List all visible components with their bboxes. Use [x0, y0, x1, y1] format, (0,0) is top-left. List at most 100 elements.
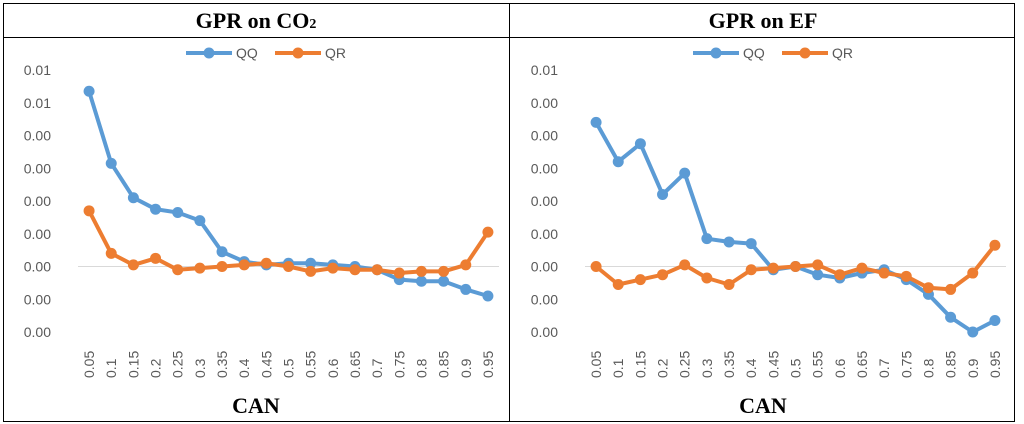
- x-tick-label: 0.3: [192, 358, 208, 378]
- data-point-qr: [612, 279, 624, 291]
- x-tick-label: 0.4: [236, 358, 252, 378]
- y-tick-label: 0.00: [24, 324, 51, 340]
- y-tick-label: 0.01: [531, 62, 558, 78]
- data-point-qq: [945, 311, 957, 323]
- x-tick-label: 0.65: [347, 351, 363, 378]
- x-tick-label: 0.8: [920, 358, 936, 378]
- data-point-qq: [590, 116, 602, 128]
- chart-co2: 0.01 0.01 0.00 0.00 0.00 0.00 0.00 0.00 0.00 0.05…: [24, 45, 499, 378]
- data-point-qq: [460, 283, 472, 295]
- data-point-qr: [767, 262, 779, 274]
- data-point-qr: [127, 259, 139, 271]
- y-tick-label: 0.00: [531, 95, 558, 111]
- x-tick-label: 0.25: [170, 351, 186, 378]
- data-point-qr: [238, 259, 250, 271]
- x-tick-label: 0.25: [677, 351, 693, 378]
- panel-title-co2: GPR on CO2: [195, 8, 317, 33]
- x-axis-title-co2: CAN: [232, 393, 280, 418]
- data-point-qq: [482, 290, 494, 302]
- data-point-qr: [634, 274, 646, 286]
- data-point-qq: [745, 238, 757, 250]
- data-point-qr: [305, 265, 317, 277]
- x-tick-label: 0.75: [391, 351, 407, 378]
- data-point-qr: [150, 252, 162, 264]
- x-tick-label: 0.95: [480, 351, 496, 378]
- y-tick-label: 0.00: [24, 259, 51, 275]
- y-tick-label: 0.00: [24, 226, 51, 242]
- x-tick-label: 0.6: [832, 358, 848, 378]
- data-point-qq: [194, 215, 206, 227]
- data-point-qr: [105, 247, 117, 259]
- data-point-qq: [634, 138, 646, 150]
- chart-ef: 0.01 0.00 0.00 0.00 0.00 0.00 0.00 0.00 0.00 0.05…: [531, 45, 1006, 378]
- x-tick-label: 0.65: [854, 351, 870, 378]
- data-point-qr: [745, 264, 757, 276]
- data-point-qr: [482, 226, 494, 238]
- data-point-qr: [878, 267, 890, 279]
- legend-marker-qq: [710, 47, 722, 59]
- data-point-qr: [723, 279, 735, 291]
- legend-marker-qr: [799, 47, 811, 59]
- x-tick-label: 0.2: [148, 358, 164, 378]
- data-point-qr: [856, 262, 868, 274]
- data-point-qr: [967, 267, 979, 279]
- x-tick-label: 0.1: [103, 358, 119, 378]
- x-tick-label: 0.95: [987, 351, 1003, 378]
- x-tick-label: 0.15: [632, 351, 648, 378]
- x-tick-label: 0.6: [325, 358, 341, 378]
- data-point-qr: [701, 272, 713, 284]
- y-tick-label: 0.00: [531, 259, 558, 275]
- x-tick-label: 0.3: [699, 358, 715, 378]
- y-tick-label: 0.00: [531, 291, 558, 307]
- x-tick-label: 0.55: [810, 351, 826, 378]
- data-point-qq: [438, 275, 450, 287]
- data-point-qq: [150, 203, 162, 215]
- data-point-qq: [105, 157, 117, 169]
- data-point-qr: [945, 283, 957, 295]
- y-tick-label: 0.00: [531, 160, 558, 176]
- data-point-qq: [612, 156, 624, 168]
- x-tick-label: 0.45: [765, 351, 781, 378]
- x-axis-title-ef: CAN: [739, 393, 787, 418]
- data-point-qr: [216, 261, 228, 272]
- data-point-qr: [349, 264, 361, 276]
- data-point-qq: [216, 246, 228, 258]
- data-point-qr: [460, 259, 472, 271]
- data-point-qq: [657, 188, 669, 200]
- x-tick-label: 0.05: [588, 351, 604, 378]
- data-point-qr: [415, 265, 427, 277]
- data-point-qr: [438, 265, 450, 277]
- y-tick-label: 0.01: [24, 62, 51, 78]
- x-tick-label: 0.15: [125, 351, 141, 378]
- data-point-qr: [83, 205, 95, 217]
- panel-divider: [509, 3, 510, 422]
- x-tick-label: 0.75: [898, 351, 914, 378]
- legend-label-qq: QQ: [743, 45, 765, 61]
- y-tick-label: 0.00: [24, 291, 51, 307]
- x-tick-label: 0.7: [876, 358, 892, 378]
- x-tick-label: 0.2: [655, 358, 671, 378]
- data-point-qq: [989, 315, 1001, 327]
- data-point-qq: [127, 192, 139, 204]
- data-point-qr: [283, 261, 294, 272]
- y-tick-label: 0.00: [531, 128, 558, 144]
- data-point-qq: [305, 257, 317, 269]
- data-point-qq: [723, 236, 735, 248]
- x-tick-label: 0.1: [610, 358, 626, 378]
- data-point-qr: [393, 267, 405, 279]
- data-point-qr: [590, 261, 602, 272]
- y-tick-label: 0.00: [531, 324, 558, 340]
- data-point-qq: [172, 206, 184, 218]
- y-tick-label: 0.00: [531, 226, 558, 242]
- data-point-qr: [790, 261, 801, 272]
- x-tick-label: 0.5: [281, 358, 297, 378]
- x-tick-label: 0.85: [943, 351, 959, 378]
- data-point-qr: [989, 239, 1001, 251]
- y-tick-label: 0.01: [24, 95, 51, 111]
- y-tick-label: 0.00: [24, 160, 51, 176]
- data-point-qr: [679, 259, 691, 271]
- data-point-qq: [679, 167, 691, 179]
- data-point-qr: [812, 259, 824, 271]
- x-tick-label: 0.8: [413, 358, 429, 378]
- legend-label-qr: QR: [325, 45, 346, 61]
